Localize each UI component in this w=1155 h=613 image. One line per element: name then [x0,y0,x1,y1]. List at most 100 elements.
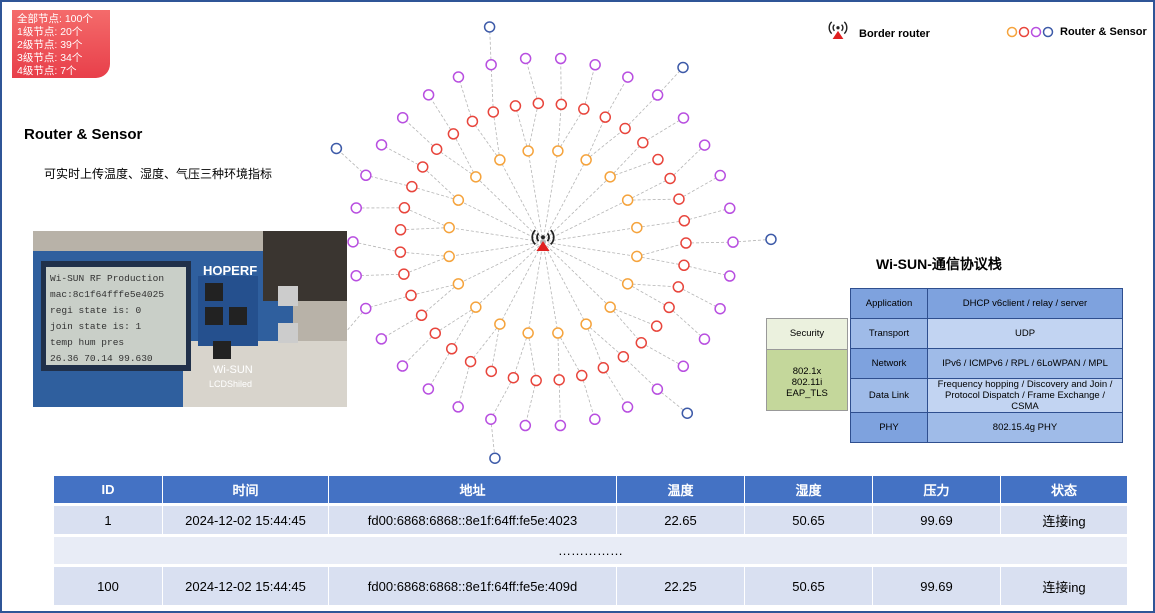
layer-name: PHY [850,412,928,443]
link [404,207,450,228]
table-cell: 22.65 [617,506,745,534]
link [400,251,450,257]
link [542,241,611,308]
link [458,241,544,285]
node [631,250,643,263]
stack-row: Data Link Frequency hopping / Discovery a… [850,378,1123,413]
security-box: Security 802.1x 802.11i EAP_TLS [766,318,848,411]
link [585,323,624,358]
table-cell: 连接ing [1001,567,1128,605]
link [428,348,453,390]
section-title: Router & Sensor [24,126,143,143]
node [673,193,685,205]
section-subtitle: 可实时上传温度、湿度、气压三种环境指标 [44,167,273,181]
column-header: 湿度 [745,476,873,503]
node [350,202,363,214]
column-header: 压力 [873,476,1001,503]
stack-row: Transport UDP [850,318,1123,349]
stack-row: PHY 802.15.4g PHY [850,412,1123,443]
link [610,306,657,327]
column-header: 地址 [329,476,617,503]
security-title: Security [767,319,847,350]
security-item: 802.1x [792,366,822,377]
node [677,61,689,74]
node [765,233,777,246]
link [525,58,539,104]
link [458,76,473,122]
layer-protocols: UDP [927,318,1123,349]
link [435,306,477,334]
table-cell: 1 [54,506,163,534]
link [542,159,587,243]
node [422,89,435,101]
layer-protocols: DHCP v6client / relay / server [927,288,1123,319]
link [585,116,606,161]
node [396,360,409,372]
link [436,148,477,178]
node [347,236,359,248]
node [483,21,496,33]
link [668,307,705,340]
node [360,302,372,315]
table-cell: 2024-12-02 15:44:45 [163,567,329,605]
layer-protocols: Frequency hopping / Discovery and Join /… [927,378,1123,413]
lcd-line: regi state is: 0 [50,305,142,316]
link [352,241,401,253]
node [485,365,498,378]
node [398,268,410,280]
node [330,142,343,155]
link [381,314,422,340]
node [597,362,610,374]
node [651,383,664,395]
column-header: ID [54,476,163,503]
link [557,333,560,380]
link [472,121,501,161]
link [381,144,423,168]
link [542,199,628,243]
node [443,221,455,234]
node [466,115,479,128]
table-cell: fd00:6868:6868::8e1f:64ff:fe5e:409d [329,567,617,605]
link [402,332,436,367]
stat-unit: 个 [71,26,83,38]
link [524,380,537,426]
node [552,145,564,157]
photo-label: Wi-SUN [213,364,253,376]
link [627,198,679,201]
node [396,111,409,124]
node [580,318,592,330]
stat-line: 4级节点: 7个 [17,65,110,78]
node [489,452,501,464]
node [398,202,411,214]
node [360,169,372,182]
security-item: EAP_TLS [786,388,828,399]
node [445,343,458,355]
link [489,26,492,65]
table-cell: 99.69 [873,506,1001,534]
node [532,97,545,110]
link [542,176,611,243]
table-cell: 22.25 [617,567,745,605]
security-item: 802.11i [791,377,823,388]
node [509,100,522,112]
link [683,264,730,277]
link [542,241,628,285]
node [677,112,690,124]
node [650,320,663,332]
link [585,323,604,368]
link [678,286,721,310]
stat-count: 7 [60,65,67,77]
layer-name: Transport [850,318,928,349]
node [494,154,506,166]
router-triangle [832,30,844,39]
node [507,371,520,384]
router-triangle [536,241,550,251]
table-cell: 100 [54,567,163,605]
table-cell: 99.69 [873,567,1001,605]
link [604,76,629,118]
link [499,159,544,243]
stack-title: Wi-SUN-通信协议栈 [876,256,1002,272]
node [522,327,534,339]
link [411,186,459,201]
link [422,166,459,201]
